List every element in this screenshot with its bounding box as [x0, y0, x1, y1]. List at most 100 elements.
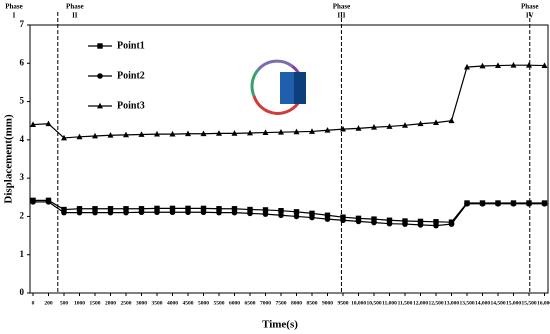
marker — [433, 219, 439, 225]
marker — [402, 122, 408, 128]
marker — [495, 62, 501, 68]
marker — [526, 62, 532, 68]
x-tick-label: 9000 — [322, 300, 333, 306]
x-tick-label: 5500 — [214, 300, 225, 306]
marker — [138, 206, 145, 212]
y-tick-label: 7 — [20, 19, 25, 29]
marker — [495, 200, 501, 207]
marker — [45, 199, 52, 205]
marker — [417, 120, 424, 127]
marker — [231, 206, 238, 212]
marker — [76, 206, 83, 212]
marker — [417, 218, 424, 225]
marker — [262, 207, 269, 213]
marker — [355, 215, 362, 222]
x-tick-label: 7000 — [260, 300, 271, 306]
marker — [30, 121, 36, 127]
marker — [107, 209, 114, 216]
marker — [386, 220, 393, 227]
marker — [76, 209, 83, 216]
x-tick-label: 10,500 — [366, 300, 381, 306]
x-tick-label: 4000 — [167, 300, 178, 306]
marker — [231, 209, 238, 216]
marker — [216, 209, 222, 216]
marker — [262, 129, 269, 135]
logo — [250, 59, 306, 115]
marker — [324, 212, 331, 218]
marker — [340, 217, 346, 224]
marker — [200, 209, 207, 216]
marker — [247, 210, 253, 217]
x-tick-label: 200 — [44, 300, 53, 306]
marker — [293, 128, 300, 135]
marker — [61, 134, 67, 141]
marker — [417, 222, 424, 228]
x-tick-label: 10,000 — [351, 300, 366, 306]
series-line — [33, 201, 545, 227]
legend-label: Point2 — [117, 70, 145, 81]
phase-label: Phase — [333, 3, 351, 11]
x-tick-label: 12,000 — [413, 300, 428, 306]
x-tick-label: 500 — [60, 300, 69, 306]
marker — [30, 199, 36, 205]
marker — [169, 209, 176, 216]
marker — [340, 214, 346, 220]
legend-label: Point3 — [117, 100, 145, 111]
marker — [123, 209, 129, 216]
marker — [309, 210, 315, 217]
x-tick-label: 11,000 — [382, 300, 397, 306]
x-tick-label: 14,000 — [475, 300, 490, 306]
x-tick-label: 5000 — [198, 300, 209, 306]
legend-label: Point1 — [117, 40, 145, 51]
series-line — [33, 199, 545, 223]
marker — [510, 200, 517, 207]
marker — [154, 209, 160, 216]
phase-numeral: IV — [526, 12, 534, 20]
phase-numeral: II — [72, 12, 78, 20]
marker — [107, 132, 114, 138]
marker — [185, 130, 191, 137]
marker — [510, 62, 517, 68]
marker — [541, 200, 548, 207]
x-tick-label: 13,500 — [459, 300, 474, 306]
marker — [371, 219, 377, 226]
x-tick-label: 9500 — [338, 300, 349, 306]
marker — [216, 130, 222, 136]
marker — [448, 221, 455, 227]
x-tick-label: 15,000 — [506, 300, 521, 306]
x-tick-label: 6000 — [229, 300, 240, 306]
marker — [169, 205, 176, 212]
series-line — [32, 64, 545, 139]
y-axis-label: Displacement(mm) — [3, 114, 15, 204]
marker — [107, 206, 114, 212]
marker — [448, 117, 455, 124]
marker — [278, 207, 284, 214]
phase-numeral: I — [13, 12, 16, 20]
marker — [262, 211, 269, 217]
marker — [61, 206, 67, 213]
x-tick-label: 1000 — [74, 300, 85, 306]
x-tick-label: 12,500 — [428, 300, 443, 306]
y-tick-label: 4 — [20, 134, 25, 144]
y-tick-label: 5 — [20, 96, 25, 106]
x-tick-label: 11,500 — [398, 300, 413, 306]
marker — [123, 206, 129, 212]
marker — [402, 218, 408, 224]
marker — [45, 120, 52, 127]
marker — [309, 128, 315, 134]
marker — [464, 63, 470, 70]
marker — [138, 209, 145, 216]
x-tick-label: 3000 — [136, 300, 147, 306]
marker — [216, 206, 222, 212]
marker — [200, 205, 207, 212]
phase-label: Phase — [66, 3, 84, 11]
marker — [154, 130, 160, 137]
marker — [76, 133, 83, 140]
marker — [200, 130, 207, 137]
marker — [247, 129, 253, 136]
x-tick-label: 15,500 — [521, 300, 536, 306]
marker — [97, 102, 103, 109]
x-tick-label: 3500 — [152, 300, 163, 306]
marker — [278, 129, 284, 135]
